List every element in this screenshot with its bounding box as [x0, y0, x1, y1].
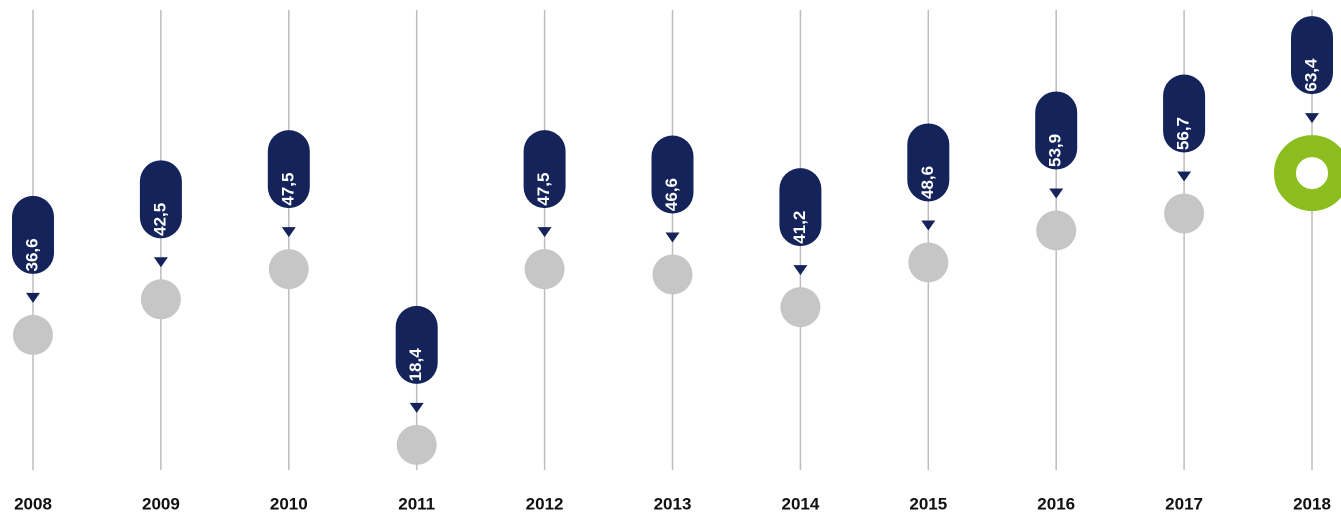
dot — [1274, 135, 1341, 212]
dot — [652, 254, 693, 295]
dot — [13, 314, 53, 355]
value-bubble — [12, 195, 54, 303]
x-tick-label: 2009 — [142, 494, 180, 513]
dot — [780, 287, 821, 328]
x-tick-label: 2015 — [909, 494, 947, 513]
x-tick-label: 2010 — [270, 494, 308, 513]
value-label: 41,2 — [790, 211, 809, 244]
x-tick-label: 2016 — [1037, 494, 1075, 513]
value-label: 18,4 — [406, 348, 425, 382]
dot — [1164, 193, 1205, 234]
value-label: 47,5 — [534, 173, 553, 206]
value-bubble — [1163, 74, 1206, 182]
value-label: 56,7 — [1174, 117, 1193, 150]
dot — [1036, 210, 1077, 251]
value-bubble — [1035, 91, 1078, 199]
value-label: 63,4 — [1301, 58, 1320, 92]
value-bubble — [267, 130, 310, 238]
value-bubble — [395, 305, 438, 413]
x-tick-label: 2012 — [526, 494, 564, 513]
x-tick-label: 2011 — [398, 494, 435, 513]
value-bubble — [139, 160, 182, 268]
x-tick-label: 2014 — [781, 494, 819, 513]
x-tick-label: 2017 — [1165, 494, 1203, 513]
value-bubble — [779, 168, 822, 276]
value-bubble — [1291, 16, 1333, 124]
value-label: 53,9 — [1046, 134, 1065, 167]
dot — [396, 424, 437, 465]
x-tick-label: 2013 — [654, 494, 692, 513]
value-label: 42,5 — [150, 203, 169, 236]
x-tick-label: 2008 — [14, 494, 52, 513]
value-bubble — [651, 135, 694, 243]
value-label: 36,6 — [22, 238, 41, 271]
value-bubble — [523, 130, 566, 238]
value-label: 46,6 — [662, 178, 681, 211]
dot — [268, 249, 309, 290]
x-tick-label: 2018 — [1293, 494, 1331, 513]
value-label: 47,5 — [278, 173, 297, 206]
value-bubble — [907, 123, 950, 231]
dot — [908, 242, 949, 283]
dot — [524, 249, 565, 290]
value-label: 48,6 — [918, 166, 937, 199]
dot — [140, 279, 181, 320]
